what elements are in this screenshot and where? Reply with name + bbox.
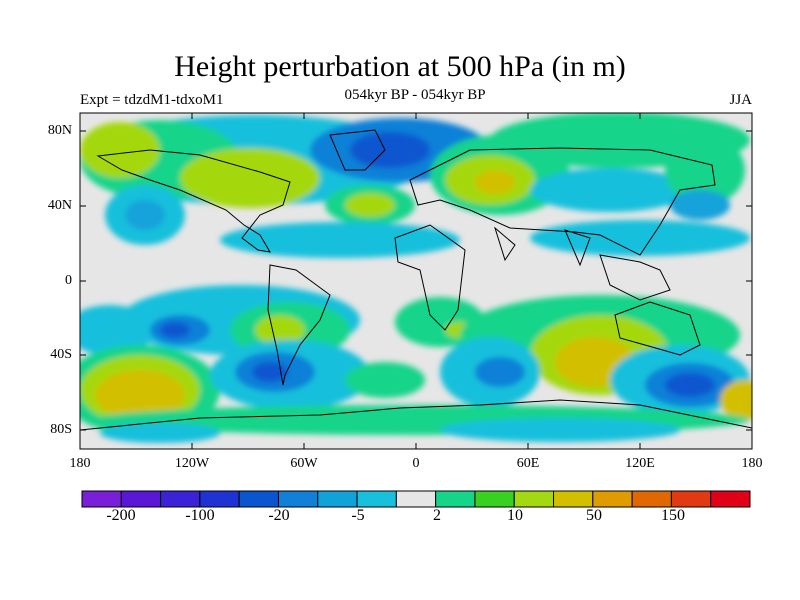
lon-tick-120w: 120W [174,456,210,471]
colorbar-swatch [710,490,751,508]
lon-tick-180w: 180 [69,456,91,471]
lat-tick-0: 0 [65,273,72,288]
colorbar-swatch [395,490,437,508]
lon-tick-60w: 60W [290,456,318,471]
colorbar-swatch [160,490,201,508]
period-label: 054kyr BP - 054kyr BP [344,87,486,103]
colorbar-swatch [670,490,712,508]
contour-field [80,113,752,443]
colorbar-label-minus-100: -100 [185,507,215,524]
colorbar-label-minus-20: -20 [268,507,290,524]
colorbar-swatch [553,490,594,508]
axis-ticks [80,113,752,449]
experiment-label: Expt = tdzdM1-tdxoM1 [80,92,224,108]
colorbar-swatch [474,490,515,508]
season-label: JJA [729,92,752,108]
coastlines [80,129,752,431]
lon-tick-120e: 120E [625,456,655,471]
colorbar-label-2: 2 [433,507,441,524]
colorbar-label-150: 150 [661,507,685,524]
colorbar-swatch [435,490,476,508]
colorbar-label-10: 10 [507,507,523,524]
colorbar-swatch [513,490,555,508]
colorbar-label-minus-200: -200 [106,507,136,524]
plot-title: Height perturbation at 500 hPa (in m) [174,50,626,83]
lon-tick-60e: 60E [516,456,540,471]
colorbar-swatch [238,490,279,508]
lon-tick-0: 0 [412,456,420,471]
colorbar-swatch [277,490,319,508]
lat-tick-80n: 80N [47,123,72,138]
colorbar-label-minus-5: -5 [351,507,365,524]
colorbar-swatch [317,490,358,508]
lat-tick-80s: 80S [50,422,72,437]
colorbar-swatch [199,490,240,508]
colorbar [81,490,751,508]
lat-tick-40n: 40N [47,198,72,213]
lat-tick-40s: 40S [50,347,72,362]
colorbar-swatch [592,490,633,508]
colorbar-label-50: 50 [586,507,602,524]
colorbar-swatch [356,490,397,508]
colorbar-swatch [81,490,122,508]
colorbar-swatch [120,490,162,508]
lon-tick-180e: 180 [741,456,763,471]
colorbar-swatch [631,490,672,508]
